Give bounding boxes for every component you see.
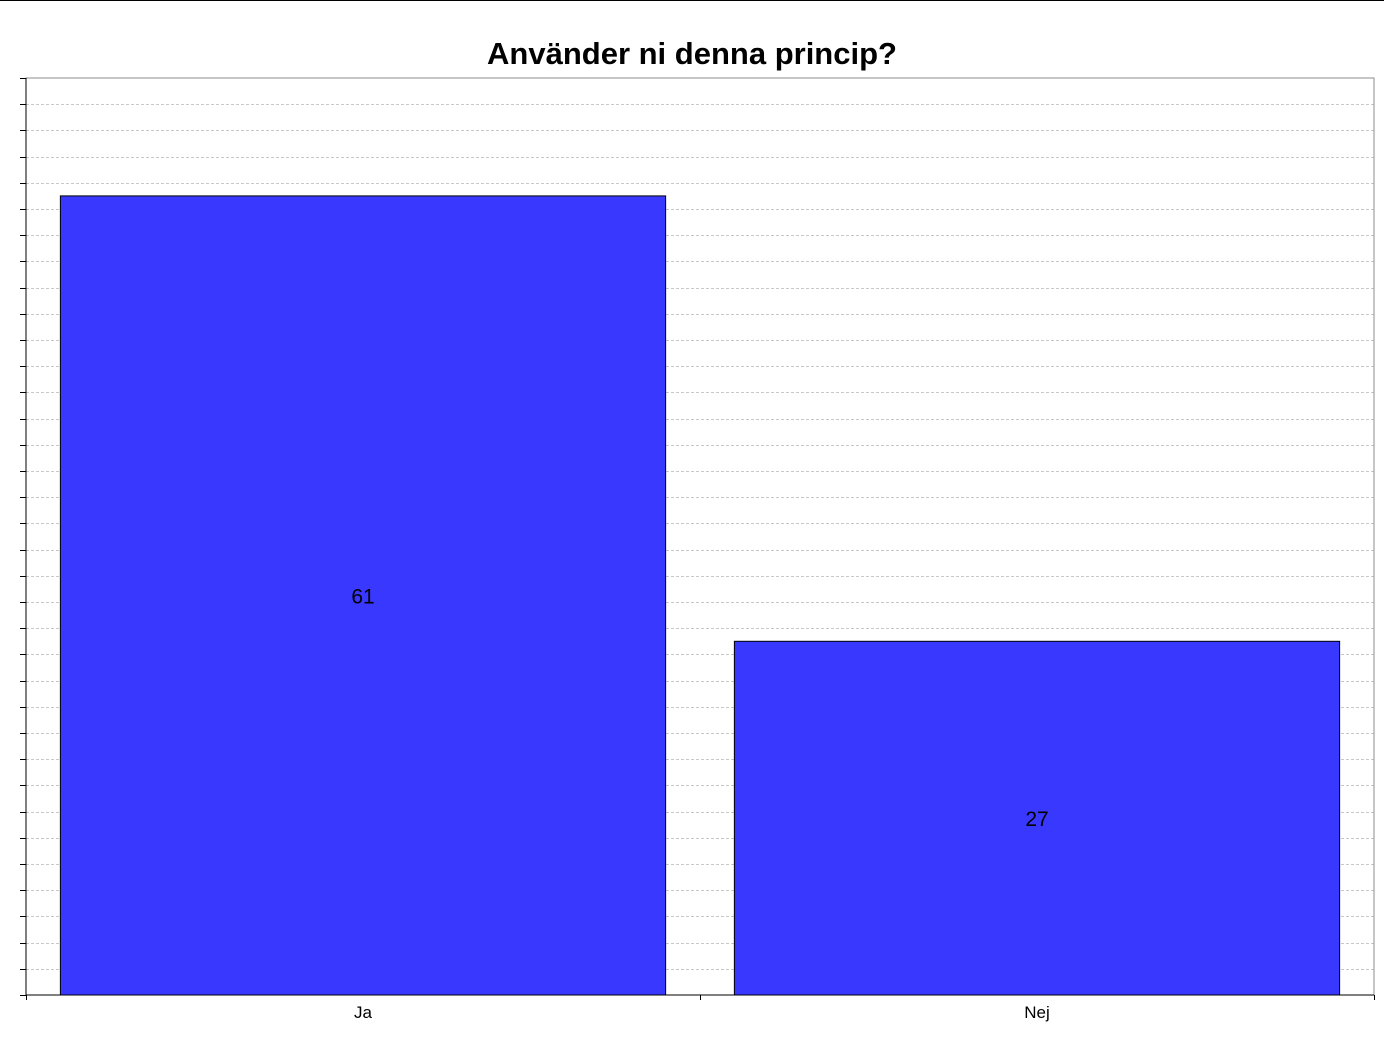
bars: 61 27 xyxy=(59,195,1341,996)
x-axis-ticks: Ja Nej xyxy=(26,995,1375,1022)
data-label-nej: 27 xyxy=(1025,808,1048,831)
top-border xyxy=(0,0,1384,1)
bar-nej xyxy=(733,640,1341,996)
chart-title: Använder ni denna princip? xyxy=(487,36,897,71)
x-tick-label-ja: Ja xyxy=(354,1003,373,1022)
x-tick-label-nej: Nej xyxy=(1024,1003,1050,1022)
data-label-ja: 61 xyxy=(351,585,374,608)
y-axis-ticks xyxy=(20,78,26,996)
bar-ja xyxy=(59,195,667,996)
